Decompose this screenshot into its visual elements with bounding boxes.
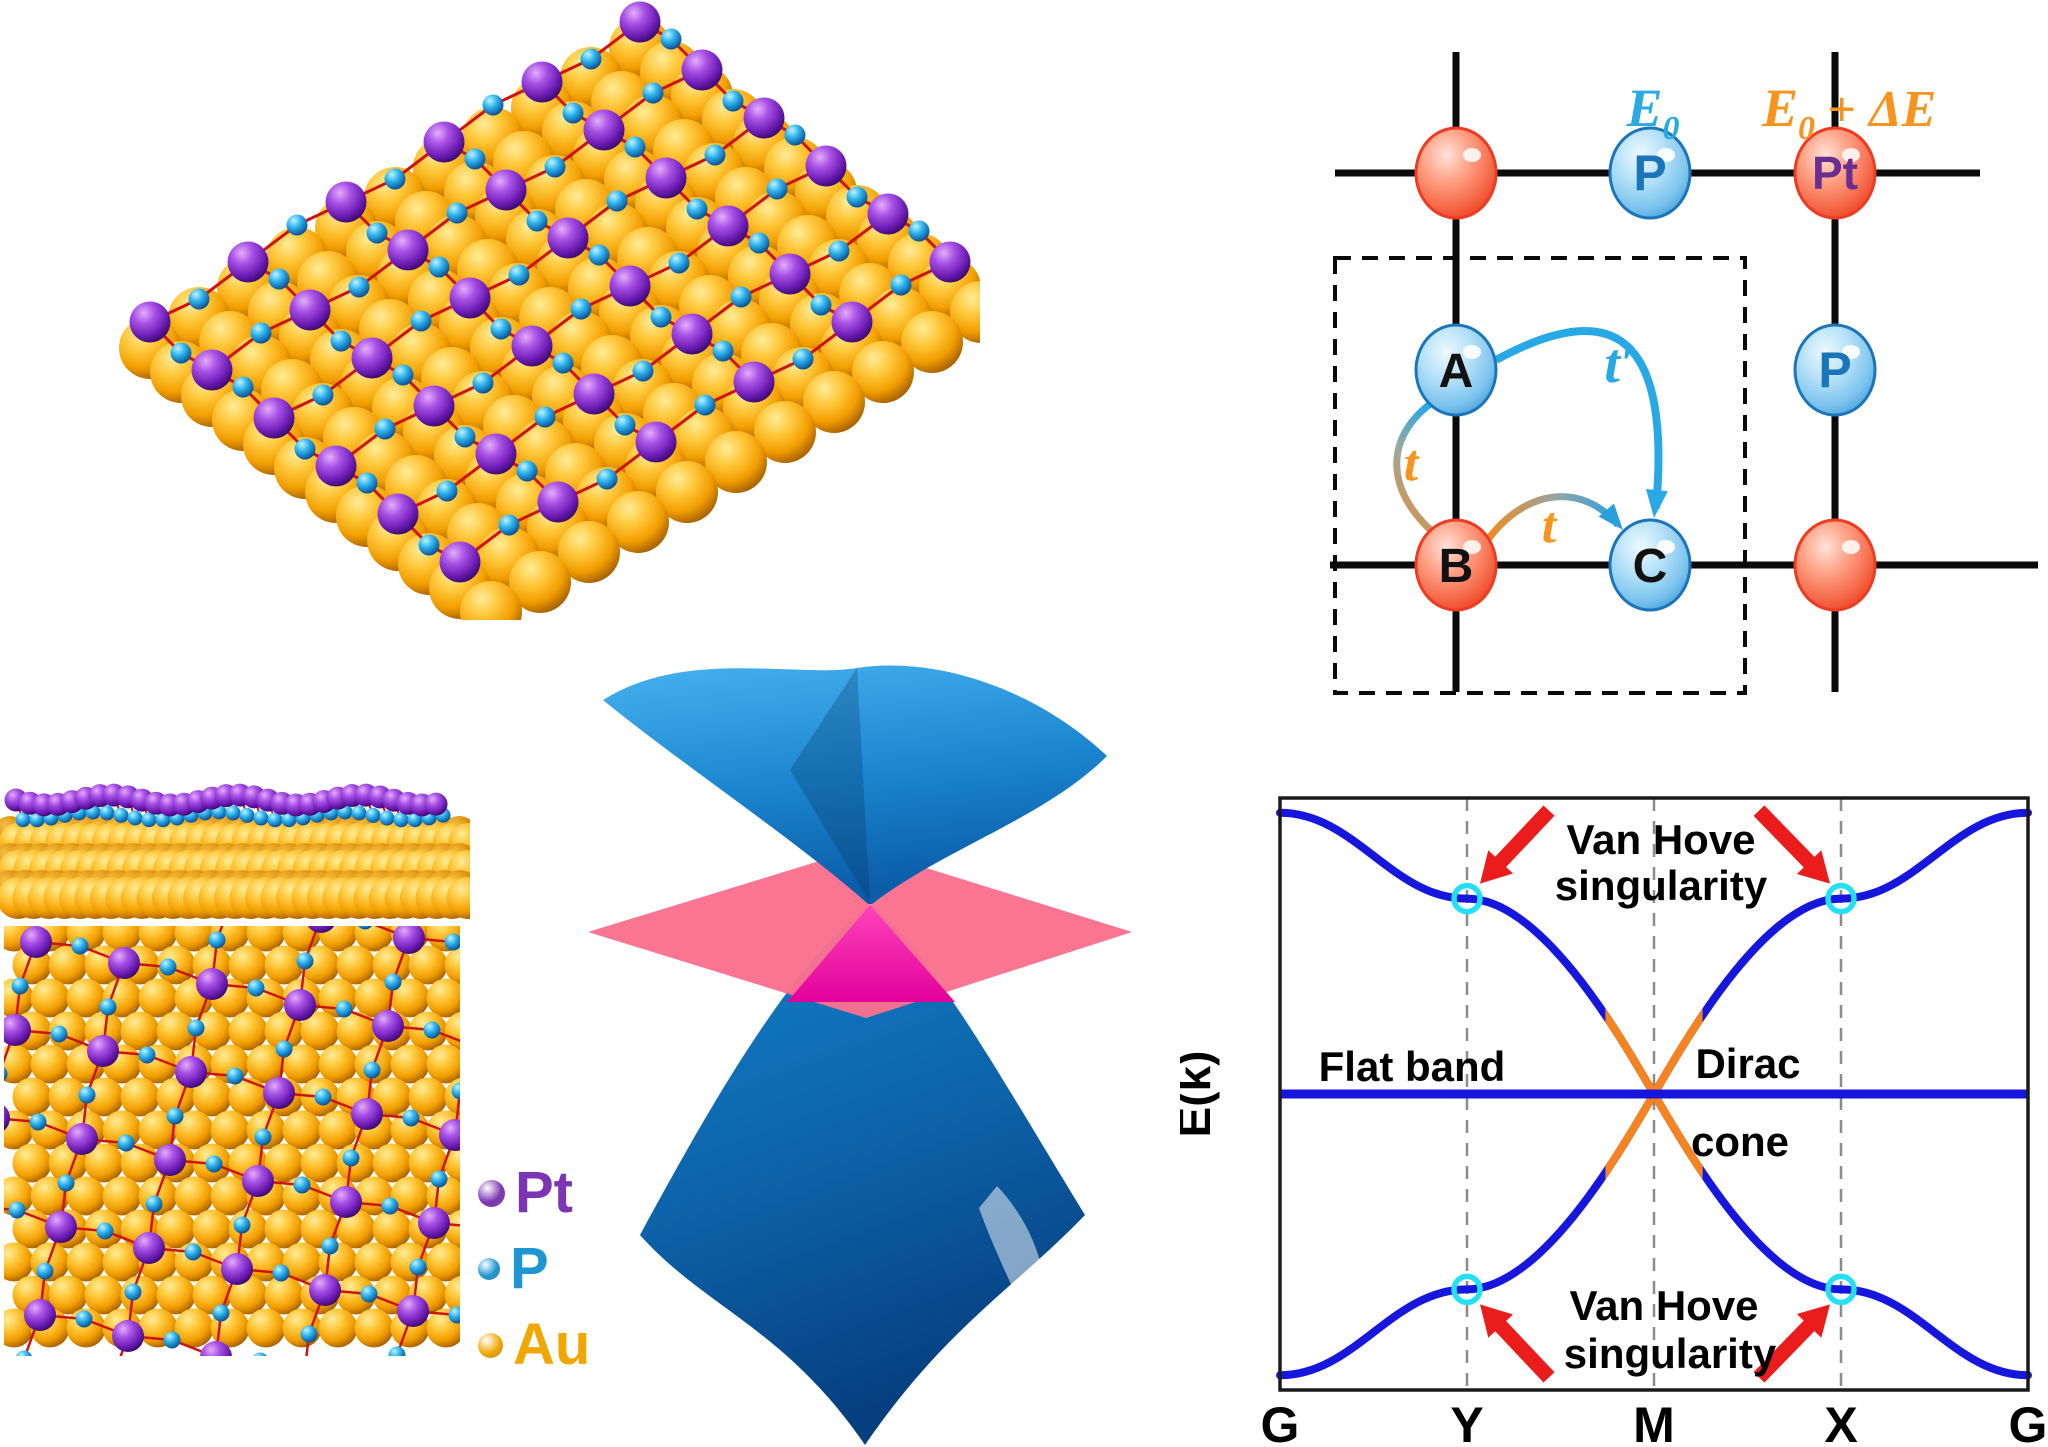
- legend-label: P: [510, 1236, 549, 1301]
- atom-legend: Pt P Au: [478, 1162, 698, 1390]
- site-pt-unlabeled-bottom-right: [1793, 518, 1877, 612]
- lower-band-surface: [640, 906, 1085, 1445]
- upper-surface-facet-shadow: [790, 668, 870, 903]
- panel-3d-structure-perspective: [119, 1, 980, 620]
- plot-frame: [1278, 796, 2030, 1392]
- annotation-van-hove-bottom: singularity: [1564, 1330, 1777, 1377]
- site-c: C: [1608, 518, 1692, 612]
- arrowhead-a-to-c: [1645, 489, 1668, 518]
- x-tick-label-Y: Y: [1450, 1397, 1483, 1447]
- van-hove-marker: [1825, 1273, 1857, 1306]
- au-atom-swatch: [478, 1332, 503, 1358]
- site-label-b: B: [1439, 540, 1474, 593]
- lattice-sites: P Pt A P B: [1414, 126, 1877, 612]
- site-a: A: [1414, 323, 1498, 417]
- lower-surface-gloss: [979, 1186, 1048, 1352]
- x-tick-label-G: G: [1261, 1397, 1300, 1447]
- annotation-arrow: [1753, 1304, 1830, 1383]
- legend-label: Au: [513, 1312, 591, 1377]
- site-b: B: [1414, 518, 1498, 612]
- site-label-p-right: P: [1818, 342, 1851, 398]
- legend-label: Pt: [515, 1160, 573, 1225]
- y-axis-label: E(k): [1180, 1051, 1220, 1138]
- annotation-flat-band: Flat band: [1319, 1043, 1506, 1090]
- phosphorus-atoms: [170, 28, 930, 556]
- site-p-right: P: [1793, 323, 1877, 417]
- site-p-top: P: [1608, 126, 1692, 220]
- annotation-arrow: [1753, 805, 1830, 884]
- annotation-dirac-cone: Dirac: [1695, 1040, 1800, 1087]
- site-pt-top: Pt: [1793, 126, 1877, 220]
- side-view: [0, 783, 470, 919]
- pt-atom-swatch: [478, 1179, 505, 1207]
- upper-band-surface: [603, 665, 1107, 904]
- x-tick-label-G: G: [2009, 1397, 2048, 1447]
- platinum-atoms: [129, 1, 971, 583]
- dirac-cone-tip: [787, 905, 955, 1002]
- ptp2-on-au-slab: [119, 1, 980, 620]
- annotation-arrow: [1480, 1304, 1555, 1383]
- site-label-p-top: P: [1633, 145, 1666, 201]
- crystal-views: [0, 783, 470, 1356]
- top-view: [4, 926, 460, 1356]
- annotation-van-hove-bottom: Van Hove: [1569, 1282, 1758, 1329]
- hopping-arrow-a-to-c: [1494, 326, 1663, 509]
- legend-item-p: P: [478, 1238, 698, 1300]
- hopping-t-prime-label: t′: [1604, 333, 1635, 395]
- dirac-cone-3d: [588, 665, 1132, 1445]
- x-tick-label-X: X: [1824, 1397, 1857, 1447]
- p-atom-swatch: [478, 1258, 500, 1280]
- van-hove-marker: [1825, 882, 1857, 915]
- panel-3d-dirac-cone: [588, 665, 1132, 1445]
- legend-item-au: Au: [478, 1314, 698, 1376]
- site-pt-unlabeled-top-left: [1414, 126, 1498, 220]
- hopping-t-label-vertical: t: [1404, 435, 1420, 492]
- panel-side-and-top-views: [0, 783, 470, 1356]
- site-label-a: A: [1439, 345, 1474, 398]
- panel-tight-binding-model: P Pt A P B: [1330, 52, 2038, 695]
- hopping-arrow-b-to-a: [1393, 393, 1444, 541]
- site-label-pt-top: Pt: [1812, 147, 1858, 199]
- van-hove-marker: [1451, 1273, 1483, 1306]
- onsite-energy-pt-label: E0 + ΔE: [1761, 78, 1936, 147]
- annotation-dirac-cone: cone: [1691, 1118, 1789, 1165]
- hopping-t-label-horizontal: t: [1542, 497, 1558, 554]
- site-label-c: C: [1633, 540, 1668, 593]
- unit-cell-box: [1333, 256, 1747, 695]
- onsite-energy-p-label: E0: [1625, 78, 1679, 147]
- legend-item-pt: Pt: [478, 1162, 698, 1224]
- van-hove-marker: [1451, 882, 1483, 915]
- annotation-van-hove-top: singularity: [1555, 862, 1768, 909]
- annotation-arrow: [1480, 805, 1555, 884]
- x-tick-label-M: M: [1633, 1397, 1675, 1447]
- annotation-van-hove-top: Van Hove: [1566, 816, 1755, 863]
- arrowhead-b-to-c: [1598, 503, 1623, 530]
